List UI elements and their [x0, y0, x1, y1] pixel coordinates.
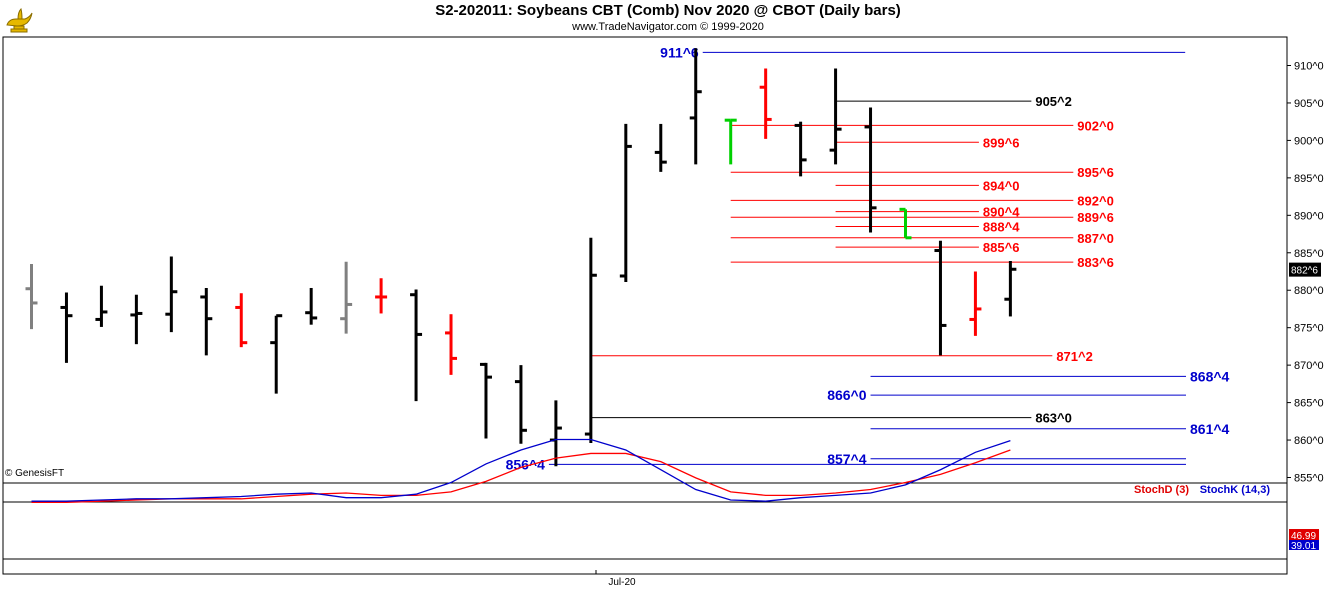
- stochD-value-label: 46.99: [1291, 531, 1316, 542]
- level-label: 885^6: [983, 240, 1020, 255]
- y-tick-label: 875^0: [1294, 323, 1324, 335]
- level-label: 883^6: [1077, 255, 1114, 270]
- last-price-box: [1289, 262, 1321, 277]
- y-tick-label: 885^0: [1294, 248, 1324, 260]
- level-label: 895^6: [1077, 165, 1114, 180]
- level-label: 863^0: [1035, 411, 1072, 426]
- level-label: 861^4: [1190, 421, 1230, 437]
- level-label: 889^6: [1077, 210, 1114, 225]
- stochK-value-label: 39.01: [1291, 541, 1316, 552]
- y-tick-label: 865^0: [1294, 398, 1324, 410]
- level-label: 857^4: [827, 451, 867, 467]
- level-label: 868^4: [1190, 368, 1230, 384]
- copyright-label: © GenesisFT: [5, 468, 65, 479]
- level-label: 894^0: [983, 178, 1020, 193]
- level-label: 911^6: [660, 44, 699, 60]
- level-label: 856^4: [506, 456, 546, 472]
- level-label: 899^6: [983, 135, 1020, 150]
- level-label: 887^0: [1077, 231, 1114, 246]
- y-tick-label: 900^0: [1294, 135, 1324, 147]
- level-label: 892^0: [1077, 193, 1114, 208]
- y-tick-label: 880^0: [1294, 285, 1324, 297]
- level-label: 890^4: [983, 205, 1020, 220]
- stochD-value-box: [1289, 529, 1319, 541]
- stochK-line: [31, 438, 1011, 502]
- level-label: 871^2: [1056, 349, 1093, 364]
- stochD-line: [31, 449, 1011, 503]
- level-label: 902^0: [1077, 118, 1114, 133]
- stochK-legend: StochK (14,3): [1200, 484, 1271, 496]
- y-tick-label: 860^0: [1294, 435, 1324, 447]
- y-tick-label: 895^0: [1294, 173, 1324, 185]
- chart-subtitle: www.TradeNavigator.com © 1999-2020: [572, 21, 764, 33]
- y-tick-label: 890^0: [1294, 210, 1324, 222]
- level-label: 866^0: [827, 387, 867, 403]
- y-tick-label: 905^0: [1294, 98, 1324, 110]
- chart-title: S2-202011: Soybeans CBT (Comb) Nov 2020 …: [435, 2, 901, 19]
- x-tick-label: Jul-20: [608, 577, 636, 588]
- y-tick-label: 910^0: [1294, 61, 1324, 73]
- level-label: 888^4: [983, 220, 1020, 235]
- y-tick-label: 870^0: [1294, 360, 1324, 372]
- stoch-panel-frame: [2, 482, 1288, 575]
- genie-lamp-logo: [3, 3, 35, 35]
- level-label: 905^2: [1035, 94, 1072, 109]
- stochD-legend: StochD (3): [1134, 484, 1189, 496]
- y-tick-label: 855^0: [1294, 473, 1324, 485]
- last-price-label: 882^6: [1291, 266, 1318, 277]
- stochK-value-box: [1289, 540, 1319, 550]
